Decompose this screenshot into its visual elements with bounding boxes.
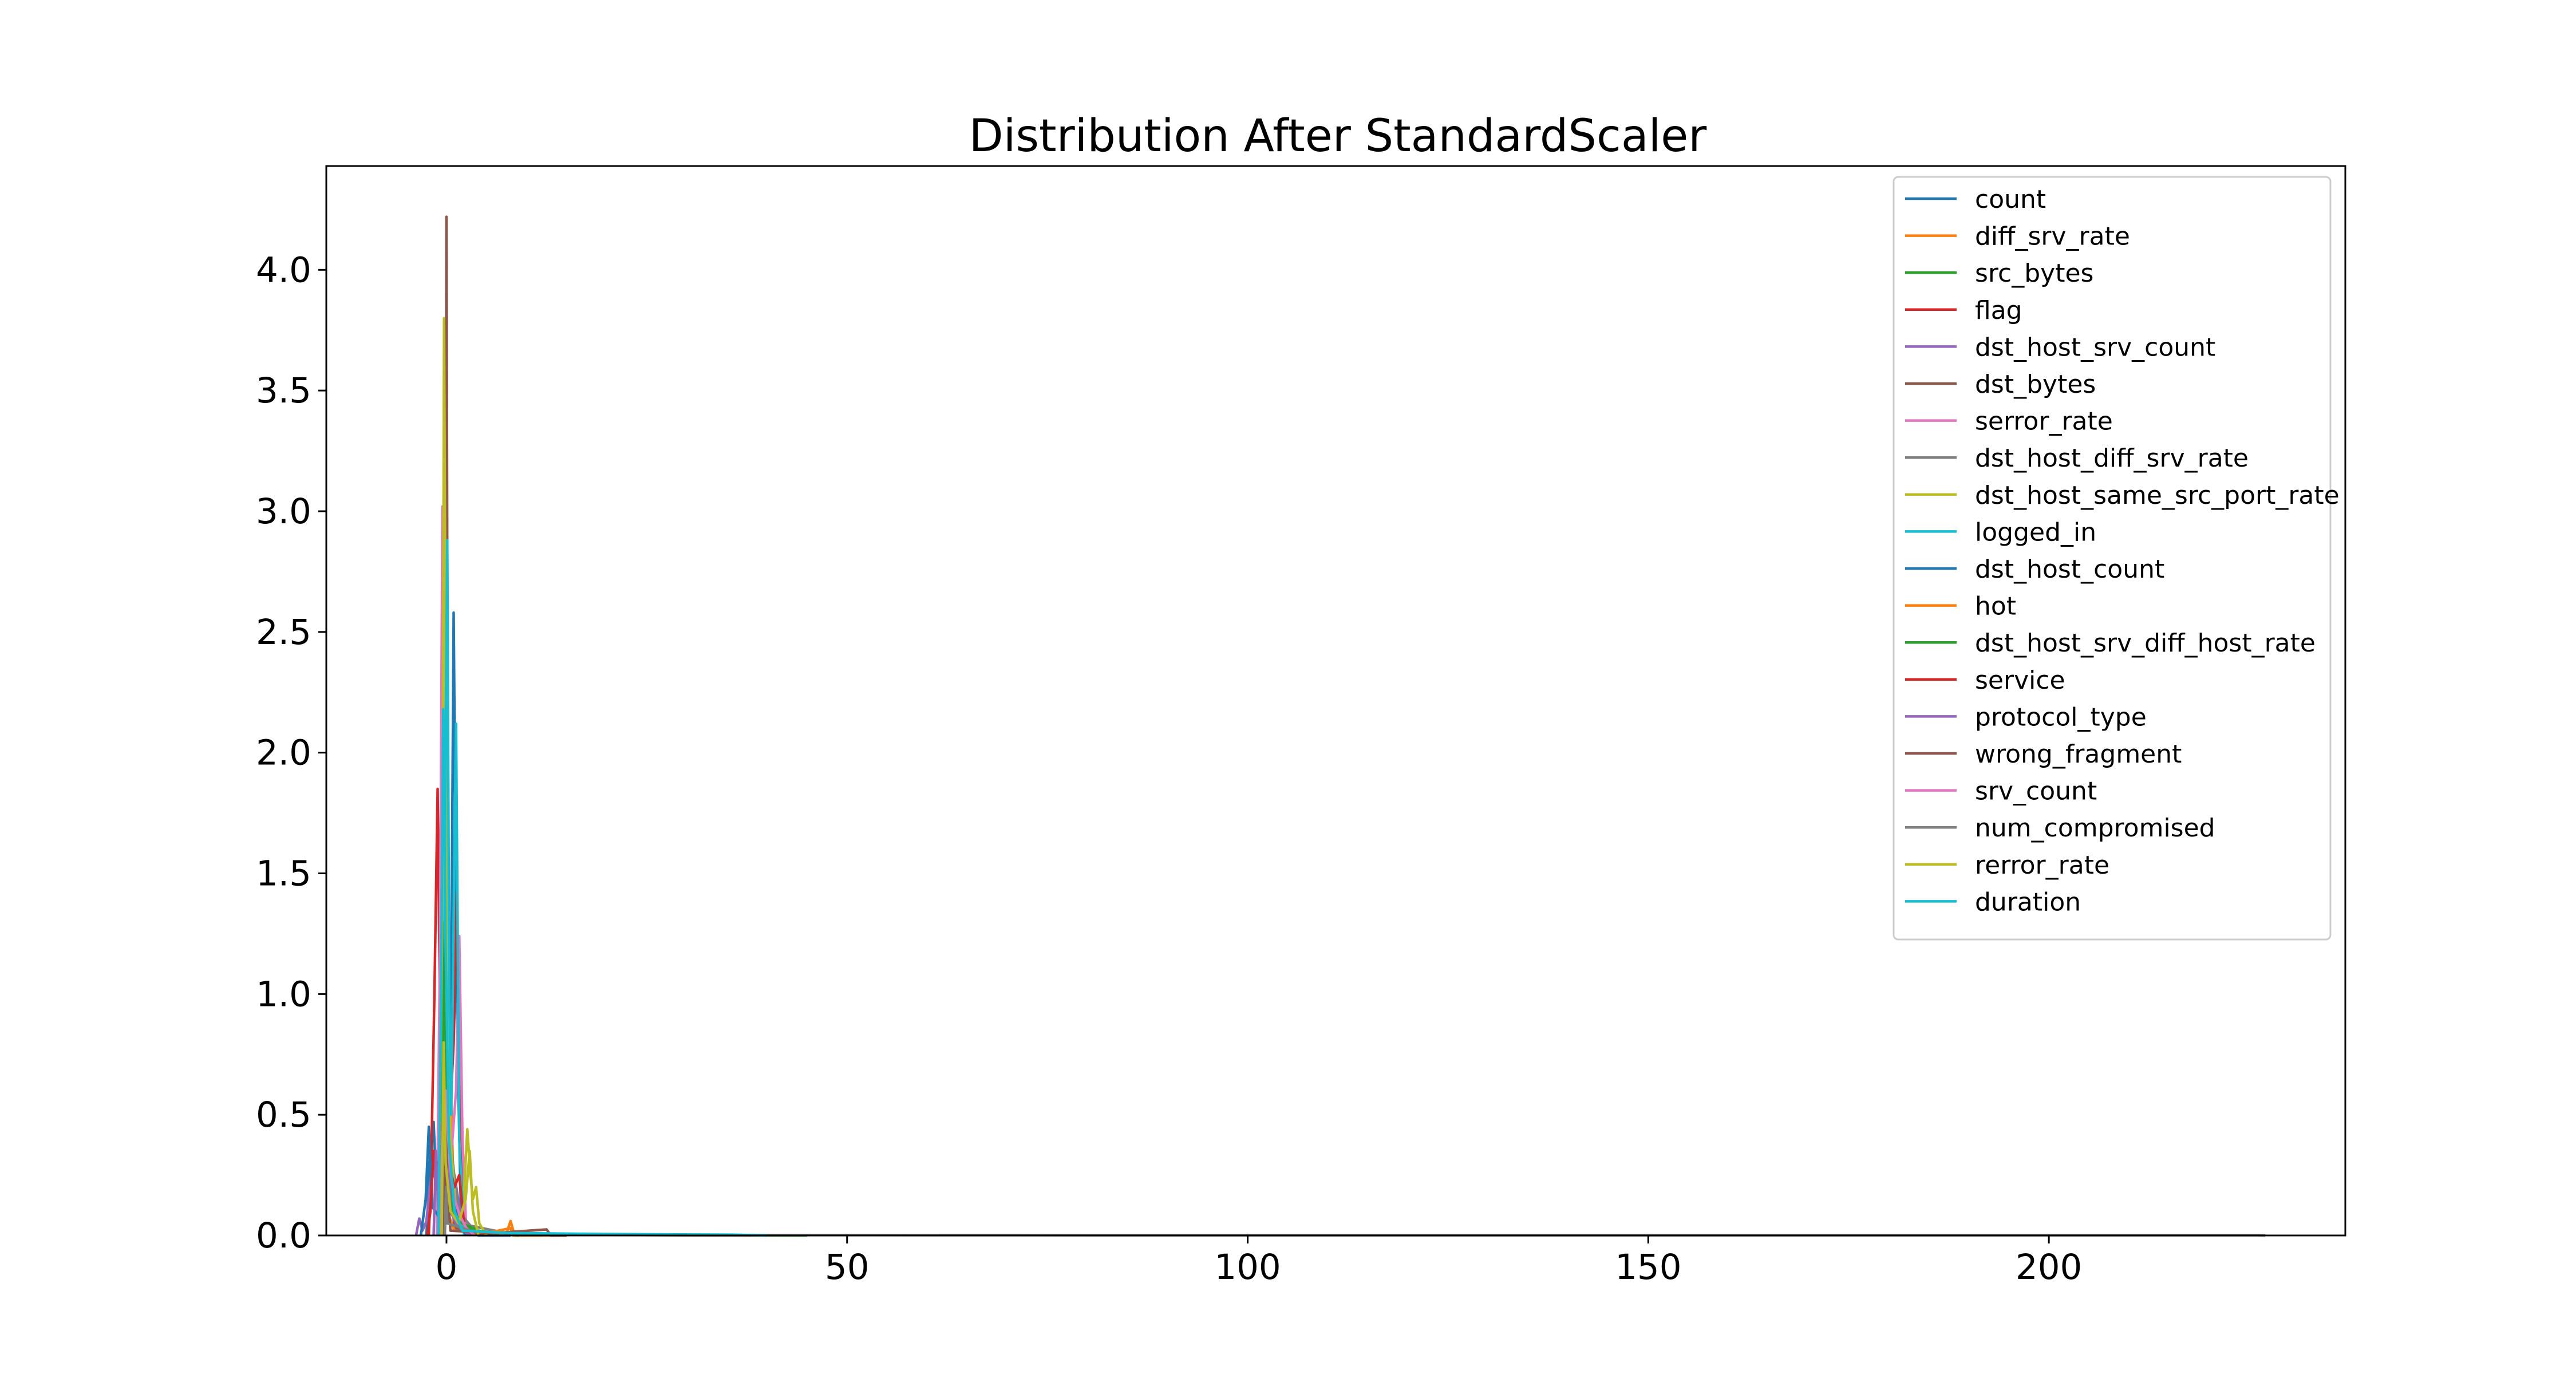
y-tick-label: 2.0: [256, 733, 311, 773]
legend-entry-label: dst_host_same_src_port_rate: [1975, 481, 2340, 510]
legend-entry-label: hot: [1975, 592, 2016, 621]
y-tick-label: 4.0: [256, 250, 311, 290]
legend-entry-label: serror_rate: [1975, 407, 2113, 436]
series-layer: [414, 215, 2266, 1237]
x-axis: 0 50 100 150 200: [436, 1235, 2082, 1288]
legend-entry-label: dst_host_count: [1975, 555, 2164, 584]
x-tick-label: 150: [1615, 1247, 1681, 1288]
legend-entry-label: logged_in: [1975, 518, 2096, 547]
series-line-9: [442, 539, 465, 1236]
legend-entry-label: dst_host_diff_srv_rate: [1975, 444, 2249, 473]
legend-entry-label: service: [1975, 666, 2065, 695]
y-tick-label: 3.0: [256, 491, 311, 532]
x-tick-label: 0: [436, 1247, 458, 1288]
y-tick-label: 3.5: [256, 370, 311, 411]
legend-entry-label: protocol_type: [1975, 702, 2147, 732]
plot-border: [325, 165, 2346, 1237]
y-tick-label: 1.0: [256, 974, 311, 1014]
x-tick-label: 100: [1214, 1247, 1281, 1288]
y-tick-label: 0.5: [256, 1095, 311, 1135]
series-line-19: [437, 708, 767, 1237]
legend-entry-label: num_compromised: [1975, 814, 2215, 843]
legend-entry-label: src_bytes: [1975, 259, 2093, 288]
legend-entry-label: duration: [1975, 887, 2081, 917]
legend-entry-label: dst_host_srv_count: [1975, 333, 2215, 362]
y-axis: 0.0 0.5 1.0 1.5 2.0 2.5 3.0 3.5 4.0: [256, 250, 326, 1256]
legend-entry-label: dst_bytes: [1975, 370, 2096, 399]
legend-entry-label: wrong_fragment: [1975, 740, 2182, 769]
x-tick-label: 200: [2016, 1247, 2082, 1288]
legend-entry-label: count: [1975, 185, 2046, 214]
legend-entry-label: rerror_rate: [1975, 851, 2109, 880]
x-tick-label: 50: [825, 1247, 870, 1288]
chart-title: Distribution After StandardScaler: [969, 110, 1708, 162]
legend-entry-label: flag: [1975, 296, 2022, 325]
legend-entry-label: diff_srv_rate: [1975, 222, 2130, 251]
y-tick-label: 2.5: [256, 612, 311, 653]
legend-entry-label: srv_count: [1975, 777, 2097, 806]
y-tick-label: 0.0: [256, 1215, 311, 1256]
y-tick-label: 1.5: [256, 853, 311, 894]
legend-box: [1893, 176, 2332, 941]
legend-entry-label: dst_host_srv_diff_host_rate: [1975, 629, 2316, 658]
